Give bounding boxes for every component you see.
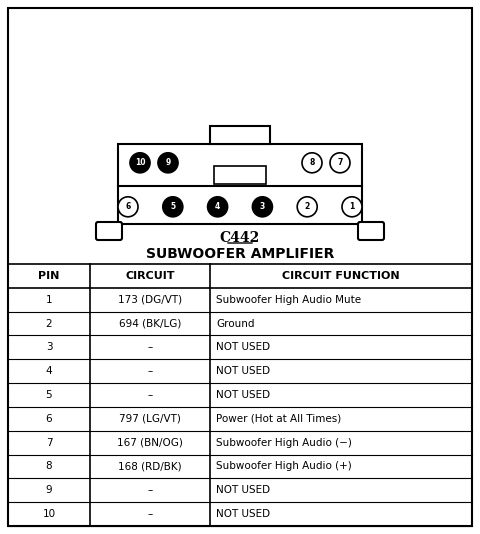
- Circle shape: [130, 153, 150, 173]
- Circle shape: [118, 197, 138, 217]
- Text: NOT USED: NOT USED: [216, 342, 270, 352]
- Text: C442: C442: [220, 231, 260, 245]
- Text: NOT USED: NOT USED: [216, 509, 270, 519]
- Circle shape: [207, 197, 228, 217]
- Circle shape: [163, 197, 183, 217]
- Text: CIRCUIT FUNCTION: CIRCUIT FUNCTION: [282, 271, 400, 281]
- Circle shape: [342, 197, 362, 217]
- Text: 797 (LG/VT): 797 (LG/VT): [119, 414, 181, 424]
- Circle shape: [302, 153, 322, 173]
- Text: 4: 4: [215, 202, 220, 211]
- Text: NOT USED: NOT USED: [216, 366, 270, 376]
- Text: 5: 5: [46, 390, 52, 400]
- Text: Subwoofer High Audio Mute: Subwoofer High Audio Mute: [216, 295, 361, 305]
- Text: Ground: Ground: [216, 319, 254, 328]
- Text: –: –: [147, 390, 153, 400]
- FancyBboxPatch shape: [118, 144, 362, 224]
- Text: Power (Hot at All Times): Power (Hot at All Times): [216, 414, 341, 424]
- Text: 2: 2: [46, 319, 52, 328]
- Text: 6: 6: [46, 414, 52, 424]
- Text: SUBWOOFER AMPLIFIER: SUBWOOFER AMPLIFIER: [146, 247, 334, 261]
- Text: 1: 1: [349, 202, 355, 211]
- Text: 10: 10: [42, 509, 56, 519]
- Text: 10: 10: [135, 158, 145, 167]
- FancyBboxPatch shape: [8, 8, 472, 526]
- Text: Subwoofer High Audio (+): Subwoofer High Audio (+): [216, 461, 352, 472]
- Text: 5: 5: [170, 202, 175, 211]
- Circle shape: [330, 153, 350, 173]
- Text: 173 (DG/VT): 173 (DG/VT): [118, 295, 182, 305]
- FancyBboxPatch shape: [210, 126, 270, 144]
- FancyBboxPatch shape: [96, 222, 122, 240]
- Text: 4: 4: [46, 366, 52, 376]
- Text: 7: 7: [337, 158, 343, 167]
- Text: 8: 8: [46, 461, 52, 472]
- Text: 2: 2: [305, 202, 310, 211]
- Text: 694 (BK/LG): 694 (BK/LG): [119, 319, 181, 328]
- Text: 167 (BN/OG): 167 (BN/OG): [117, 438, 183, 447]
- Circle shape: [297, 197, 317, 217]
- Circle shape: [252, 197, 272, 217]
- Text: NOT USED: NOT USED: [216, 390, 270, 400]
- Text: 9: 9: [166, 158, 170, 167]
- Text: 1: 1: [46, 295, 52, 305]
- Text: 3: 3: [46, 342, 52, 352]
- Text: NOT USED: NOT USED: [216, 485, 270, 495]
- Text: 9: 9: [46, 485, 52, 495]
- Text: Subwoofer High Audio (−): Subwoofer High Audio (−): [216, 438, 352, 447]
- Text: –: –: [147, 485, 153, 495]
- FancyBboxPatch shape: [358, 222, 384, 240]
- Text: 168 (RD/BK): 168 (RD/BK): [118, 461, 182, 472]
- Text: –: –: [147, 366, 153, 376]
- Text: 8: 8: [309, 158, 315, 167]
- Text: –: –: [147, 509, 153, 519]
- Text: 6: 6: [125, 202, 131, 211]
- FancyBboxPatch shape: [214, 166, 266, 184]
- Text: CIRCUIT: CIRCUIT: [125, 271, 175, 281]
- Text: 3: 3: [260, 202, 265, 211]
- Circle shape: [158, 153, 178, 173]
- Text: –: –: [147, 342, 153, 352]
- Text: PIN: PIN: [38, 271, 60, 281]
- Text: 7: 7: [46, 438, 52, 447]
